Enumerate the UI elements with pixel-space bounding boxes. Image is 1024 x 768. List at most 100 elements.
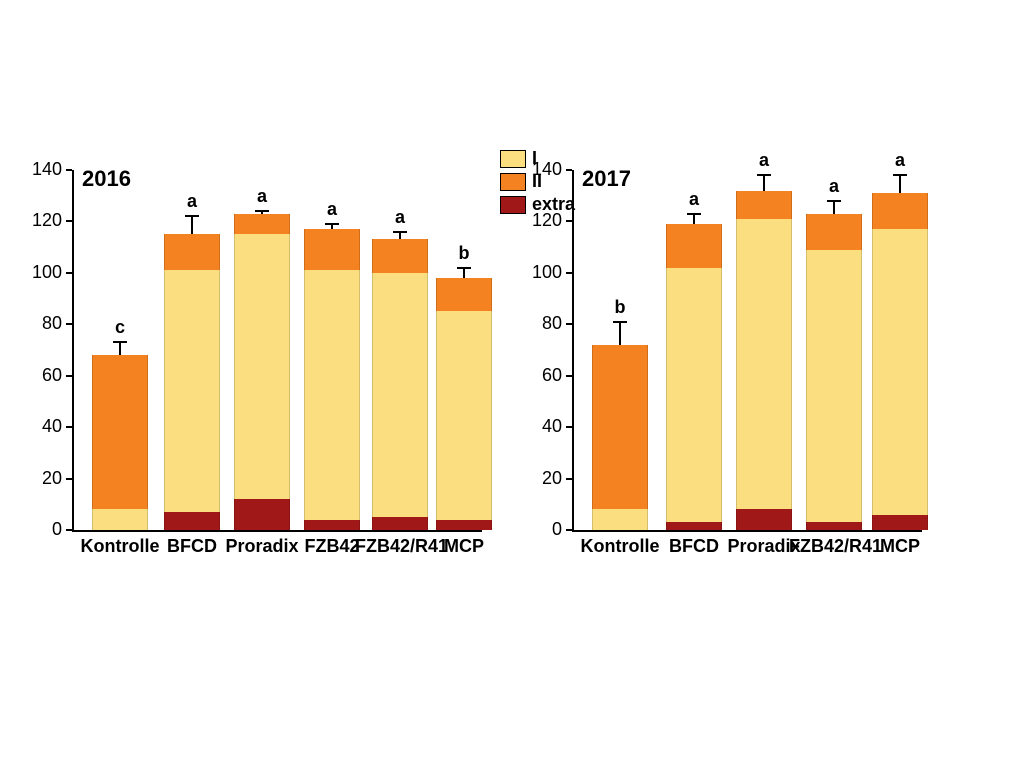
y-axis [72, 170, 74, 530]
y-axis [572, 170, 574, 530]
bar-segment-II [872, 193, 928, 229]
bar-segment-I [736, 219, 792, 510]
significance-label: a [372, 207, 428, 228]
y-tick-mark [66, 478, 72, 480]
bar-segment-extra [666, 522, 722, 530]
significance-label: a [872, 150, 928, 171]
error-bar [693, 214, 695, 224]
y-tick-label: 100 [524, 262, 562, 283]
y-tick-label: 20 [24, 468, 62, 489]
legend-swatch-extra [500, 196, 526, 214]
panel-title: 2016 [82, 166, 131, 192]
bar-segment-II [92, 355, 148, 509]
y-tick-mark [566, 272, 572, 274]
panel-title: 2017 [582, 166, 631, 192]
y-tick-mark [566, 220, 572, 222]
x-tick-label: MCP [855, 536, 945, 557]
bar-segment-I [304, 270, 360, 519]
bar-segment-I [592, 509, 648, 530]
bar-segment-I [666, 268, 722, 523]
y-tick-label: 20 [524, 468, 562, 489]
y-tick-mark [66, 272, 72, 274]
y-tick-label: 100 [24, 262, 62, 283]
bar-segment-extra [736, 509, 792, 530]
bar-segment-extra [372, 517, 428, 530]
chart-panel: caaaab [72, 170, 482, 530]
bar-segment-I [234, 234, 290, 499]
bar-segment-II [666, 224, 722, 268]
error-bar [899, 175, 901, 193]
y-tick-mark [66, 529, 72, 531]
bar-segment-extra [436, 520, 492, 530]
y-tick-label: 140 [24, 159, 62, 180]
y-tick-label: 40 [24, 416, 62, 437]
error-bar [399, 232, 401, 240]
significance-label: b [436, 243, 492, 264]
figure-root: I II extra caaaab2016020406080100120140K… [0, 0, 1024, 768]
bar-segment-II [436, 278, 492, 311]
bar-segment-I [372, 273, 428, 517]
bar-segment-extra [234, 499, 290, 530]
error-cap [757, 174, 771, 176]
error-bar [191, 216, 193, 234]
y-tick-label: 140 [524, 159, 562, 180]
bar-segment-II [234, 214, 290, 235]
error-bar [119, 342, 121, 355]
y-tick-mark [66, 323, 72, 325]
error-bar [763, 175, 765, 190]
bar-segment-II [372, 239, 428, 272]
y-tick-mark [566, 323, 572, 325]
error-cap [893, 174, 907, 176]
significance-label: c [92, 317, 148, 338]
error-cap [113, 341, 127, 343]
error-bar [463, 268, 465, 278]
significance-label: a [666, 189, 722, 210]
y-tick-label: 40 [524, 416, 562, 437]
y-tick-mark [566, 375, 572, 377]
y-tick-label: 80 [524, 313, 562, 334]
bar-segment-II [304, 229, 360, 270]
bar-segment-I [436, 311, 492, 519]
y-tick-label: 60 [24, 365, 62, 386]
error-cap [255, 210, 269, 212]
bar-segment-I [92, 509, 148, 530]
y-tick-mark [66, 426, 72, 428]
y-tick-label: 120 [24, 210, 62, 231]
legend-swatch-ii [500, 173, 526, 191]
error-cap [613, 321, 627, 323]
y-tick-mark [566, 529, 572, 531]
y-tick-mark [66, 375, 72, 377]
bar-segment-II [592, 345, 648, 510]
y-tick-label: 60 [524, 365, 562, 386]
legend-swatch-i [500, 150, 526, 168]
significance-label: a [164, 191, 220, 212]
error-cap [393, 231, 407, 233]
bar-segment-II [736, 191, 792, 219]
bar-segment-II [164, 234, 220, 270]
error-cap [687, 213, 701, 215]
significance-label: a [736, 150, 792, 171]
y-tick-mark [66, 169, 72, 171]
bar-segment-extra [164, 512, 220, 530]
bar-segment-I [164, 270, 220, 512]
y-tick-label: 0 [24, 519, 62, 540]
x-tick-label: MCP [419, 536, 509, 557]
error-bar [619, 322, 621, 345]
error-bar [833, 201, 835, 214]
y-tick-mark [566, 169, 572, 171]
bar-segment-I [872, 229, 928, 514]
significance-label: a [304, 199, 360, 220]
error-cap [457, 267, 471, 269]
bar-segment-extra [872, 515, 928, 530]
bar-segment-extra [806, 522, 862, 530]
bar-segment-extra [304, 520, 360, 530]
y-tick-mark [66, 220, 72, 222]
chart-panel: baaaa [572, 170, 922, 530]
bar-segment-I [806, 250, 862, 523]
x-axis [572, 530, 922, 532]
error-cap [827, 200, 841, 202]
x-axis [72, 530, 482, 532]
y-tick-mark [566, 478, 572, 480]
significance-label: b [592, 297, 648, 318]
y-tick-label: 120 [524, 210, 562, 231]
